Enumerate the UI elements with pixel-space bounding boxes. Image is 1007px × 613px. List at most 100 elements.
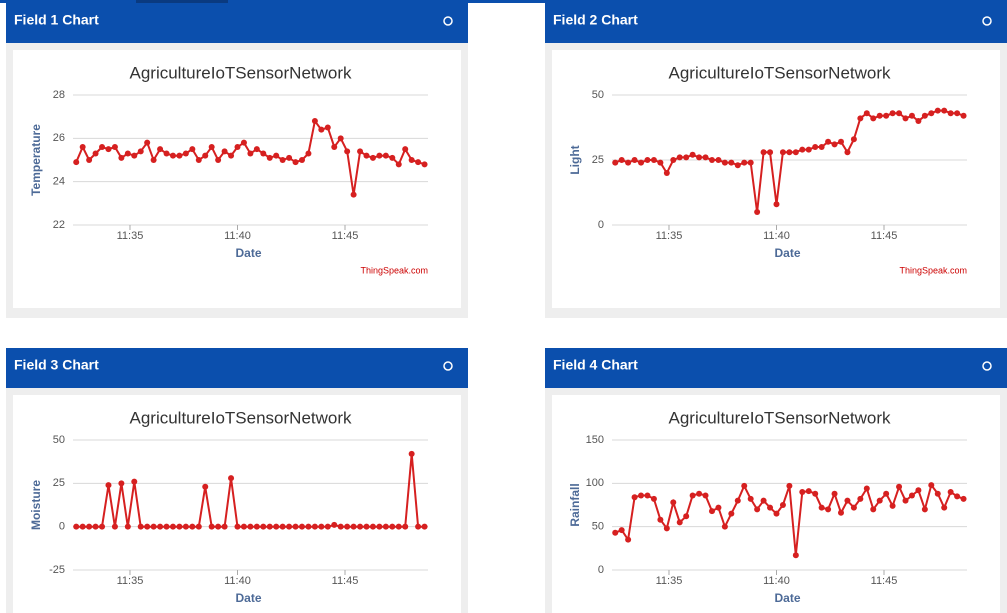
data-point — [921, 112, 928, 119]
data-point — [683, 513, 690, 520]
y-tick-label: 25 — [592, 154, 604, 166]
data-point — [954, 110, 961, 117]
panel-header — [545, 348, 1007, 388]
data-point — [389, 154, 396, 161]
data-point — [195, 157, 202, 163]
x-tick-label: 11:45 — [871, 230, 898, 242]
data-point — [638, 159, 645, 166]
data-point — [618, 157, 625, 163]
chart-area — [13, 395, 461, 613]
data-point — [350, 523, 357, 530]
data-point — [253, 146, 260, 153]
data-point — [389, 523, 396, 530]
data-point — [921, 506, 928, 513]
x-axis-label: Date — [774, 591, 800, 605]
data-point — [786, 482, 793, 489]
data-point — [625, 159, 632, 166]
data-point — [86, 523, 93, 530]
y-tick-label: -25 — [49, 564, 65, 576]
data-point — [279, 523, 286, 530]
data-point — [266, 154, 273, 161]
comment-icon[interactable] — [443, 361, 453, 371]
data-point — [960, 495, 967, 502]
data-point — [721, 523, 728, 530]
data-point — [728, 510, 735, 517]
data-point — [844, 149, 851, 156]
data-point — [612, 159, 619, 166]
data-point — [767, 149, 774, 156]
data-point — [928, 482, 935, 489]
data-point — [947, 110, 954, 117]
data-point — [670, 157, 677, 163]
panel-title: Field 4 Chart — [553, 357, 638, 373]
x-tick-label: 11:40 — [763, 575, 790, 587]
comment-icon[interactable] — [982, 16, 992, 26]
data-point — [850, 504, 857, 511]
data-point — [934, 107, 941, 114]
credit[interactable]: ThingSpeak.com — [899, 265, 967, 275]
data-point — [260, 150, 267, 157]
top-strip — [0, 0, 1007, 3]
data-point — [812, 490, 819, 497]
data-point — [105, 482, 112, 489]
panel-title: Field 1 Chart — [14, 12, 99, 28]
credit[interactable]: ThingSpeak.com — [360, 265, 428, 275]
data-point — [208, 523, 215, 530]
data-point — [960, 112, 967, 119]
data-point — [137, 523, 144, 530]
y-tick-label: 28 — [53, 89, 65, 101]
data-point — [105, 146, 112, 153]
data-point — [792, 552, 799, 559]
data-point — [941, 107, 948, 114]
data-point — [741, 159, 748, 166]
data-point — [124, 150, 131, 157]
data-point — [92, 523, 99, 530]
data-point — [747, 159, 754, 166]
y-tick-label: 50 — [592, 521, 604, 533]
data-point — [279, 157, 286, 163]
data-point — [150, 523, 157, 530]
data-point — [169, 152, 176, 159]
data-point — [870, 115, 877, 122]
data-point — [215, 523, 222, 530]
data-point — [163, 150, 170, 157]
data-point — [908, 492, 915, 499]
data-point — [331, 144, 338, 150]
comment-icon[interactable] — [443, 16, 453, 26]
data-point — [195, 523, 202, 530]
y-tick-label: 0 — [598, 219, 604, 231]
data-point — [124, 523, 131, 530]
x-tick-label: 11:40 — [224, 575, 251, 587]
data-point — [876, 497, 883, 504]
x-tick-label: 11:40 — [224, 230, 251, 242]
data-point — [696, 490, 703, 497]
data-point — [298, 523, 305, 530]
data-point — [273, 152, 280, 159]
data-point — [799, 146, 806, 153]
nav-tab[interactable] — [136, 0, 228, 5]
data-point — [683, 154, 690, 161]
data-point — [657, 159, 664, 166]
data-point — [131, 478, 138, 485]
x-axis-label: Date — [235, 246, 261, 260]
data-point — [208, 144, 215, 150]
data-point — [286, 523, 293, 530]
panel-header — [545, 3, 1007, 43]
data-point — [137, 148, 144, 155]
panel-header — [6, 348, 468, 388]
data-point — [240, 139, 247, 146]
comment-icon[interactable] — [982, 361, 992, 371]
data-point — [805, 146, 812, 153]
data-point — [876, 112, 883, 119]
data-point — [850, 136, 857, 143]
data-point — [292, 159, 299, 166]
data-point — [786, 149, 793, 156]
x-tick-label: 11:35 — [117, 575, 144, 587]
data-point — [702, 154, 709, 161]
data-point — [857, 495, 864, 502]
panel-header — [6, 3, 468, 43]
data-point — [837, 138, 844, 145]
data-point — [889, 110, 896, 117]
data-point — [773, 510, 780, 517]
data-point — [947, 489, 954, 495]
